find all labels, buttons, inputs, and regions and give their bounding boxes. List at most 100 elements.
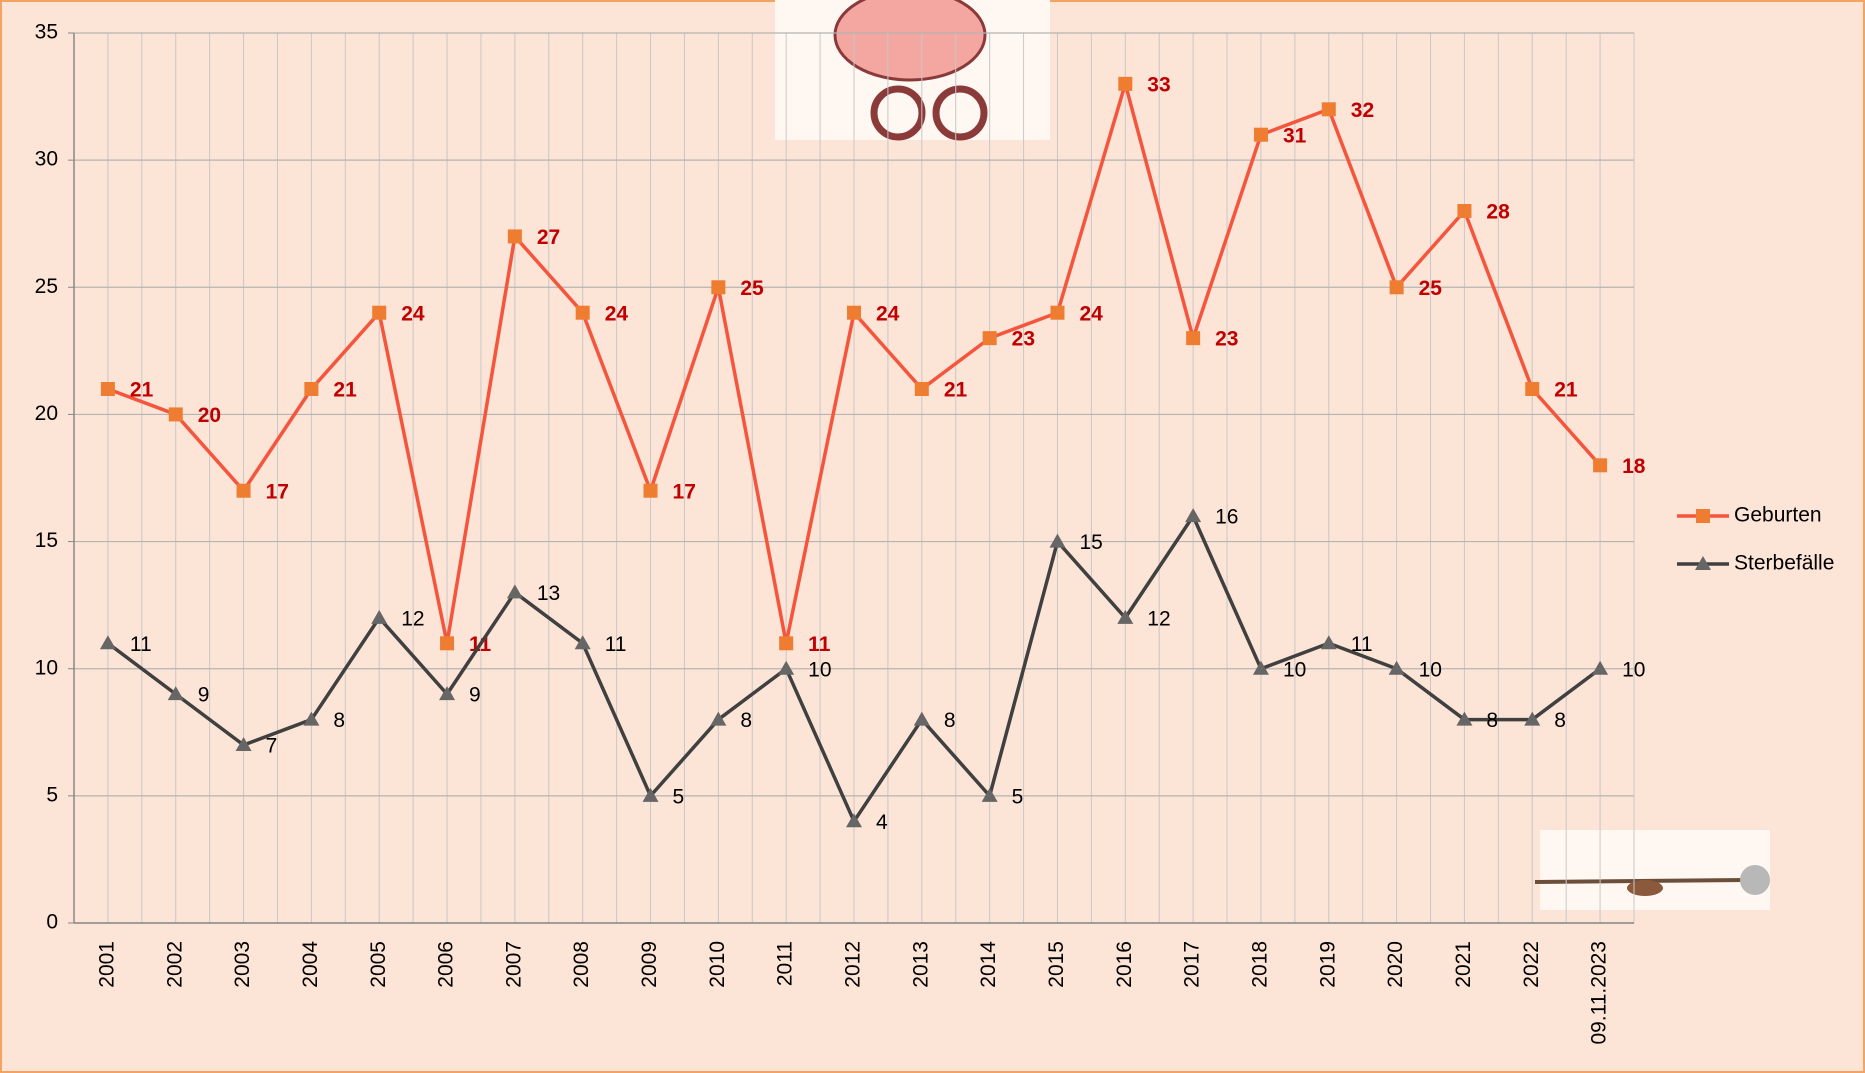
data-label: 17 — [266, 480, 289, 503]
marker — [1593, 458, 1608, 473]
pram-body — [833, 0, 987, 82]
marker — [1525, 382, 1540, 396]
data-label: 10 — [1622, 658, 1645, 681]
data-label: 15 — [1079, 531, 1102, 554]
data-label: 31 — [1283, 124, 1307, 147]
data-label: 16 — [1215, 506, 1238, 529]
x-tick-label: 2020 — [1384, 941, 1407, 988]
marker — [1592, 660, 1609, 675]
x-tick-label: 2012 — [842, 941, 865, 988]
marker — [372, 305, 387, 320]
data-label: 7 — [266, 735, 278, 758]
data-label: 32 — [1351, 99, 1374, 122]
data-label: 8 — [740, 709, 752, 732]
data-label: 24 — [876, 302, 900, 325]
x-tick-label: 2008 — [570, 941, 593, 988]
marker — [710, 711, 727, 726]
marker — [1049, 533, 1066, 548]
data-label: 24 — [1079, 302, 1103, 325]
x-tick-label: 2005 — [367, 941, 390, 988]
leaf — [1627, 880, 1663, 896]
marker — [1253, 127, 1268, 142]
data-label: 4 — [876, 811, 888, 834]
legend-label: Sterbefälle — [1734, 552, 1834, 575]
marker — [506, 584, 523, 599]
x-tick-label: 2002 — [163, 941, 186, 988]
marker — [1118, 76, 1133, 91]
marker — [574, 635, 591, 650]
marker — [303, 711, 320, 726]
data-label: 25 — [740, 277, 764, 300]
x-tick-label: 2010 — [706, 941, 729, 988]
data-label: 9 — [198, 684, 210, 707]
marker — [439, 686, 456, 701]
marker — [1388, 660, 1405, 675]
marker — [1320, 635, 1337, 650]
marker — [1456, 711, 1473, 726]
data-label: 33 — [1147, 73, 1170, 96]
wheel — [932, 85, 988, 141]
data-label: 8 — [1486, 709, 1498, 732]
marker — [981, 787, 998, 802]
x-tick-label: 2019 — [1316, 941, 1339, 988]
legend-marker — [1695, 556, 1711, 570]
data-label: 11 — [130, 633, 152, 656]
marker — [371, 609, 388, 624]
marker — [778, 660, 795, 675]
data-label: 21 — [333, 379, 357, 402]
legend-marker — [1696, 509, 1710, 523]
y-tick-label: 35 — [35, 21, 58, 44]
data-label: 24 — [401, 302, 425, 325]
data-label: 11 — [808, 633, 831, 656]
x-tick-label: 2009 — [638, 941, 661, 988]
data-label: 21 — [944, 379, 968, 402]
marker — [1457, 204, 1472, 218]
data-label: 10 — [808, 658, 831, 681]
x-tick-label: 2013 — [909, 941, 932, 988]
marker — [1321, 102, 1336, 117]
marker — [1050, 305, 1065, 320]
y-tick-label: 20 — [35, 402, 58, 425]
x-tick-label: 2011 — [774, 941, 797, 986]
data-label: 12 — [401, 607, 424, 630]
y-tick-label: 5 — [46, 783, 58, 806]
x-tick-label: 2016 — [1113, 941, 1136, 988]
marker — [1389, 280, 1404, 295]
x-tick-label: 2017 — [1181, 941, 1204, 988]
marker — [167, 686, 184, 701]
x-tick-label: 2022 — [1520, 941, 1543, 988]
marker — [1252, 660, 1269, 675]
data-label: 5 — [1012, 785, 1024, 808]
data-label: 23 — [1215, 328, 1238, 351]
data-label: 21 — [1554, 379, 1578, 402]
marker — [304, 382, 319, 396]
data-label: 8 — [333, 709, 345, 732]
marker — [1117, 609, 1134, 624]
data-label: 5 — [673, 785, 685, 808]
marker — [575, 305, 590, 320]
data-label: 11 — [1351, 633, 1373, 656]
data-label: 28 — [1486, 201, 1510, 224]
rose — [1740, 865, 1770, 895]
marker — [913, 711, 930, 726]
y-tick-label: 15 — [35, 529, 58, 552]
x-tick-label: 09.11.2023 — [1588, 941, 1611, 1045]
data-label: 25 — [1419, 277, 1443, 300]
pram-picture — [775, 0, 1050, 141]
data-label: 21 — [130, 379, 154, 402]
marker — [982, 331, 997, 346]
data-label: 9 — [469, 684, 481, 707]
picture-frame — [1540, 830, 1770, 910]
data-label: 24 — [605, 302, 629, 325]
y-tick-label: 0 — [46, 911, 58, 934]
x-tick-label: 2018 — [1249, 941, 1272, 988]
data-label: 20 — [198, 404, 221, 427]
marker — [168, 407, 183, 422]
marker — [1186, 331, 1201, 346]
data-label: 27 — [537, 226, 560, 249]
data-label: 8 — [944, 709, 956, 732]
marker — [1524, 711, 1541, 726]
x-tick-label: 2004 — [299, 941, 322, 988]
